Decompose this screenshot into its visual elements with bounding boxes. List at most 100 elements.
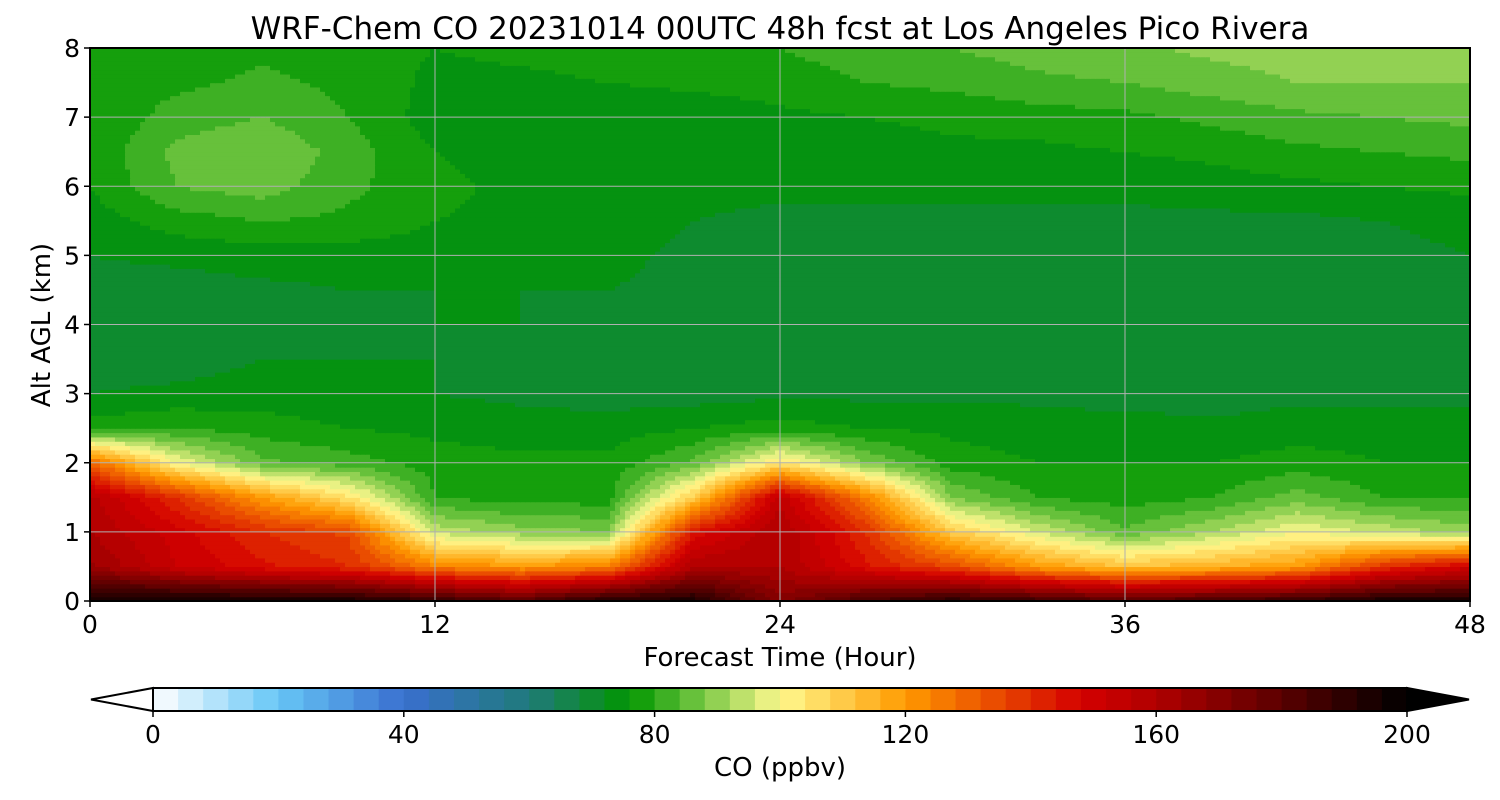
heatmap-cell bbox=[1245, 540, 1251, 546]
heatmap-cell bbox=[800, 566, 806, 572]
heatmap-cell bbox=[260, 536, 266, 542]
heatmap-cell bbox=[735, 579, 741, 585]
heatmap-cell bbox=[1300, 592, 1306, 598]
heatmap-cell bbox=[970, 549, 976, 555]
heatmap-cell bbox=[1020, 592, 1026, 598]
heatmap-cell bbox=[995, 540, 1001, 546]
heatmap-cell bbox=[575, 536, 581, 542]
heatmap-cell bbox=[1425, 531, 1431, 537]
heatmap-cell bbox=[805, 536, 811, 542]
heatmap-cell bbox=[255, 592, 261, 598]
heatmap-cell bbox=[670, 596, 676, 601]
heatmap-cell bbox=[1165, 588, 1171, 593]
heatmap-cell bbox=[1085, 531, 1091, 537]
heatmap-cell bbox=[400, 596, 406, 601]
heatmap-cell bbox=[480, 531, 486, 537]
heatmap-cell bbox=[660, 553, 666, 559]
heatmap-cell bbox=[1315, 523, 1321, 529]
heatmap-cell bbox=[710, 557, 716, 563]
heatmap-cell bbox=[1345, 566, 1351, 572]
heatmap-cell bbox=[605, 544, 611, 550]
heatmap-cell bbox=[1155, 570, 1161, 576]
heatmap-cell bbox=[380, 570, 386, 576]
heatmap-cell bbox=[325, 588, 331, 593]
heatmap-cell bbox=[1215, 549, 1221, 555]
heatmap-cell bbox=[105, 566, 111, 572]
heatmap-cell bbox=[185, 536, 191, 542]
heatmap-cell bbox=[695, 557, 701, 563]
heatmap-cell bbox=[880, 592, 886, 598]
heatmap-cell bbox=[245, 540, 251, 546]
heatmap-cell bbox=[795, 544, 801, 550]
heatmap-cell bbox=[860, 549, 866, 555]
heatmap-cell bbox=[670, 553, 676, 559]
heatmap-cell bbox=[900, 583, 906, 589]
heatmap-cell bbox=[285, 583, 291, 589]
heatmap-cell bbox=[735, 536, 741, 542]
heatmap-cell bbox=[580, 579, 586, 585]
heatmap-cell bbox=[140, 566, 146, 572]
heatmap-cell bbox=[90, 536, 96, 542]
heatmap-cell bbox=[675, 588, 681, 593]
heatmap-cell bbox=[410, 540, 416, 546]
heatmap-cell bbox=[900, 588, 906, 593]
heatmap-cell bbox=[1045, 549, 1051, 555]
heatmap-cell bbox=[325, 583, 331, 589]
heatmap-cell bbox=[535, 549, 541, 555]
heatmap-cell bbox=[375, 523, 381, 529]
heatmap-cell bbox=[730, 566, 736, 572]
heatmap-cell bbox=[1130, 575, 1136, 580]
heatmap-cell bbox=[880, 544, 886, 550]
heatmap-cell bbox=[1375, 523, 1381, 529]
heatmap-cell bbox=[275, 536, 281, 542]
heatmap-cell bbox=[870, 544, 876, 550]
heatmap-cell bbox=[1365, 562, 1371, 568]
heatmap-cell bbox=[600, 592, 606, 598]
heatmap-cell bbox=[985, 540, 991, 546]
heatmap-cell bbox=[600, 549, 606, 555]
heatmap-cell bbox=[180, 518, 186, 524]
heatmap-cell bbox=[1380, 549, 1386, 555]
heatmap-cell bbox=[655, 531, 661, 537]
heatmap-cell bbox=[980, 592, 986, 598]
heatmap-cell bbox=[415, 579, 421, 585]
heatmap-cell bbox=[555, 557, 561, 563]
heatmap-cell bbox=[265, 544, 271, 550]
heatmap-cell bbox=[1195, 536, 1201, 542]
heatmap-cell bbox=[225, 523, 231, 529]
heatmap-cell bbox=[190, 566, 196, 572]
heatmap-cell bbox=[1440, 575, 1446, 580]
heatmap-cell bbox=[1440, 531, 1446, 537]
heatmap-cell bbox=[200, 531, 206, 537]
heatmap-cell bbox=[190, 518, 196, 524]
heatmap-cell bbox=[230, 588, 236, 593]
heatmap-cell bbox=[1280, 527, 1286, 533]
heatmap-cell bbox=[220, 566, 226, 572]
heatmap-cell bbox=[445, 583, 451, 589]
heatmap-cell bbox=[100, 518, 106, 524]
heatmap-cell bbox=[215, 579, 221, 585]
heatmap-cell bbox=[675, 523, 681, 529]
heatmap-cell bbox=[305, 562, 311, 568]
heatmap-cell bbox=[750, 575, 756, 580]
heatmap-cell bbox=[1090, 575, 1096, 580]
heatmap-cell bbox=[585, 579, 591, 585]
heatmap-cell bbox=[225, 566, 231, 572]
heatmap-cell bbox=[740, 549, 746, 555]
heatmap-cell bbox=[570, 583, 576, 589]
heatmap-cell bbox=[185, 570, 191, 576]
heatmap-cell bbox=[1040, 570, 1046, 576]
heatmap-cell bbox=[920, 544, 926, 550]
heatmap-cell bbox=[615, 596, 621, 601]
heatmap-cell bbox=[1050, 588, 1056, 593]
heatmap-cell bbox=[165, 562, 171, 568]
heatmap-cell bbox=[775, 557, 781, 563]
heatmap-cell bbox=[1410, 523, 1416, 529]
heatmap-cell bbox=[875, 549, 881, 555]
heatmap-cell bbox=[455, 531, 461, 537]
heatmap-cell bbox=[735, 544, 741, 550]
heatmap-cell bbox=[215, 562, 221, 568]
heatmap-cell bbox=[120, 570, 126, 576]
heatmap-cell bbox=[1140, 575, 1146, 580]
heatmap-cell bbox=[1270, 592, 1276, 598]
